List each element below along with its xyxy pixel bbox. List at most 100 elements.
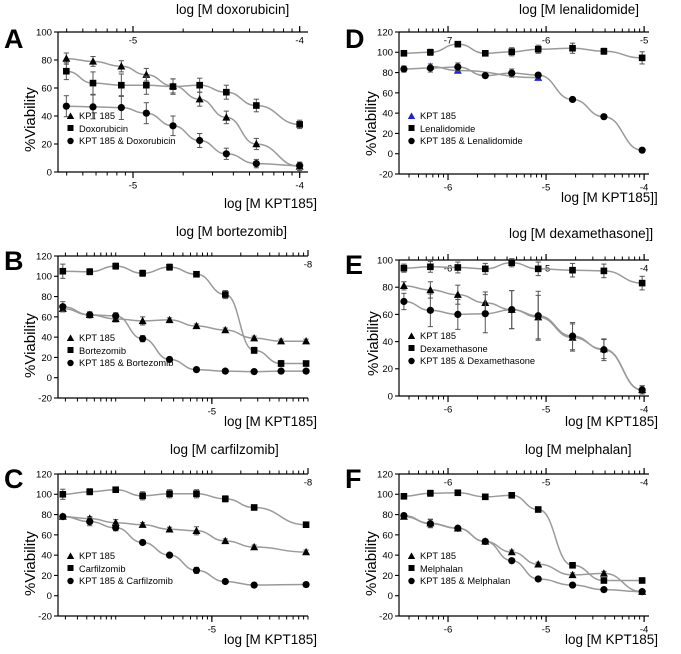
- legend-item: Dexamethasone: [405, 343, 535, 356]
- legend-label: KPT 185 & Melphalan: [420, 576, 511, 587]
- svg-text:-7: -7: [444, 36, 453, 47]
- legend-d: KPT 185 Lenalidomide KPT 185 & Lenalidomid…: [405, 110, 523, 148]
- svg-text:100: 100: [377, 48, 393, 59]
- data-point-circle: [142, 109, 150, 117]
- data-point-square: [534, 506, 542, 513]
- data-point-circle: [638, 386, 646, 394]
- svg-text:-5: -5: [542, 405, 551, 416]
- data-point-square: [600, 577, 608, 584]
- legend-item: Lenalidomide: [405, 123, 523, 136]
- top-axis-title-c: log [M carfilzomib]: [170, 442, 279, 457]
- legend-marker-circle-icon: [64, 135, 77, 148]
- data-point-triangle: [599, 569, 608, 577]
- data-point-square: [481, 265, 489, 273]
- svg-text:-6: -6: [444, 625, 453, 636]
- svg-text:0: 0: [388, 591, 393, 602]
- data-point-square: [569, 561, 576, 569]
- plot-area-d: -20 0 20 40 60 80 100 120 -6 -5 -4 -7 -6 -5: [377, 26, 649, 194]
- data-point-circle: [508, 557, 516, 565]
- data-point-circle: [534, 575, 542, 583]
- data-point-square: [534, 265, 542, 273]
- x-axis-title-d: log [M KPT185]]: [561, 190, 658, 205]
- data-point-triangle: [138, 520, 147, 528]
- legend-label: KPT 185: [79, 333, 116, 344]
- data-point-circle: [165, 551, 174, 559]
- data-point-square: [139, 269, 146, 277]
- svg-text:0: 0: [388, 149, 393, 160]
- svg-text:80: 80: [41, 55, 52, 66]
- data-point-square: [400, 493, 408, 500]
- legend-marker-square-icon: [64, 562, 77, 575]
- svg-text:0: 0: [47, 373, 52, 384]
- data-point-circle: [59, 303, 67, 311]
- svg-text:-4: -4: [640, 405, 649, 416]
- svg-text:20: 20: [41, 139, 52, 150]
- data-point-circle: [139, 335, 147, 343]
- data-point-triangle: [111, 518, 120, 526]
- data-point-square: [196, 81, 203, 89]
- x-axis-title-f: log [M KPT185]: [565, 632, 659, 647]
- data-point-circle: [534, 71, 542, 79]
- svg-text:80: 80: [41, 292, 52, 303]
- svg-text:120: 120: [36, 469, 52, 480]
- svg-text:60: 60: [41, 530, 52, 541]
- data-point-square: [143, 81, 150, 89]
- legend-label: KPT 185 & Bortezomib: [79, 358, 174, 369]
- legend-label: Dexamethasone: [420, 343, 488, 354]
- legend-c: KPT 185 Carfilzomib KPT 185 & Carfilzomib: [64, 550, 173, 588]
- svg-text:-4: -4: [640, 625, 649, 636]
- svg-text:60: 60: [382, 88, 393, 99]
- data-point-square: [277, 360, 285, 367]
- data-point-square: [481, 493, 489, 501]
- data-point-triangle: [221, 325, 230, 334]
- x-axis-title-c: log [M KPT185]: [224, 632, 318, 647]
- data-point-circle: [86, 518, 94, 526]
- data-point-square: [169, 83, 177, 90]
- data-point-triangle: [426, 285, 435, 294]
- svg-text:-4: -4: [640, 183, 649, 194]
- data-point-circle: [139, 538, 147, 547]
- panel-letter-f: F: [345, 464, 362, 494]
- data-point-circle: [600, 113, 608, 121]
- data-point-circle: [221, 367, 229, 375]
- data-point-square: [296, 121, 303, 128]
- plot-area-a: 0 20 40 60 80 100 -5 -4 -5 -4: [36, 26, 308, 192]
- legend-marker-square-icon: [405, 562, 418, 575]
- svg-text:0: 0: [47, 591, 52, 602]
- plot-area-c: -20 0 20 40 60 80 100 120 -5 -8: [36, 468, 313, 636]
- data-point-circle: [568, 95, 577, 104]
- svg-text:-8: -8: [304, 478, 313, 489]
- svg-text:-8: -8: [304, 260, 313, 271]
- data-point-square: [112, 486, 119, 494]
- svg-text:120: 120: [36, 251, 52, 262]
- legend-item: KPT 185: [64, 550, 173, 563]
- data-point-circle: [112, 312, 120, 320]
- data-point-square: [427, 263, 434, 271]
- data-point-circle: [400, 297, 408, 306]
- data-point-square: [454, 264, 462, 271]
- svg-text:-6: -6: [444, 405, 453, 416]
- data-point-square: [427, 489, 434, 497]
- data-point-circle: [252, 160, 260, 168]
- data-point-circle: [638, 146, 646, 154]
- legend-item: KPT 185: [405, 110, 523, 123]
- data-point-square: [302, 521, 310, 529]
- svg-text:-4: -4: [640, 264, 649, 275]
- legend-label: KPT 185 & Lenalidomide: [420, 136, 523, 147]
- legend-a: KPT 185 Doxorubicin KPT 185 & Doxorubicin: [64, 110, 175, 148]
- data-point-square: [508, 492, 516, 499]
- legend-item: Bortezomib: [64, 345, 173, 358]
- legend-label: KPT 185 & Carfilzomib: [79, 576, 173, 587]
- data-point-square: [59, 267, 67, 275]
- data-point-circle: [59, 513, 67, 521]
- panel-letter-d: D: [345, 24, 365, 54]
- legend-b: KPT 185 Bortezomib KPT 185 & Bortezomib: [64, 332, 173, 370]
- data-point-square: [638, 54, 646, 62]
- data-point-circle: [192, 366, 201, 374]
- data-point-square: [569, 266, 576, 274]
- legend-label: KPT 185: [79, 111, 116, 122]
- data-point-circle: [165, 355, 174, 364]
- data-point-square: [638, 279, 646, 287]
